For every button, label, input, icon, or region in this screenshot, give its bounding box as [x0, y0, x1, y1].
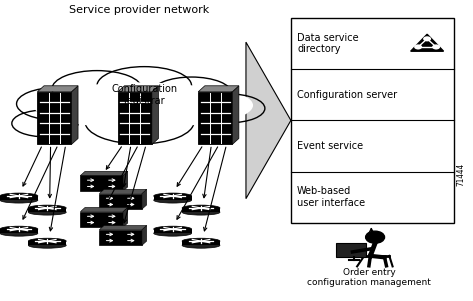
Text: Event service: Event service — [297, 141, 363, 151]
Ellipse shape — [194, 94, 265, 123]
Ellipse shape — [154, 226, 192, 232]
Ellipse shape — [182, 205, 220, 211]
Circle shape — [414, 45, 422, 50]
Bar — [0, 196, 38, 200]
Text: Configuration server: Configuration server — [297, 90, 397, 100]
Polygon shape — [37, 86, 78, 92]
Polygon shape — [99, 225, 147, 230]
Polygon shape — [123, 171, 128, 191]
Text: Configuration
registrar: Configuration registrar — [111, 84, 177, 106]
Bar — [99, 194, 142, 209]
Text: Web-based
user interface: Web-based user interface — [297, 186, 365, 208]
Polygon shape — [80, 171, 128, 175]
Circle shape — [432, 45, 440, 50]
Bar — [182, 208, 220, 212]
Ellipse shape — [97, 67, 192, 105]
Circle shape — [366, 231, 385, 243]
Ellipse shape — [85, 100, 194, 144]
Text: Service provider network: Service provider network — [70, 5, 210, 14]
Circle shape — [423, 36, 431, 41]
Polygon shape — [232, 86, 239, 144]
Text: Order entry
configuration management: Order entry configuration management — [307, 268, 431, 287]
Bar — [291, 18, 454, 223]
Ellipse shape — [0, 197, 38, 203]
Ellipse shape — [33, 82, 246, 128]
Bar — [118, 92, 152, 144]
Polygon shape — [118, 86, 158, 92]
Polygon shape — [411, 34, 444, 51]
Polygon shape — [142, 189, 147, 209]
Ellipse shape — [0, 193, 38, 199]
Polygon shape — [152, 86, 158, 144]
Ellipse shape — [182, 209, 220, 215]
Bar — [154, 196, 192, 200]
Bar — [198, 92, 232, 144]
Bar — [99, 230, 142, 245]
Polygon shape — [198, 86, 239, 92]
Polygon shape — [246, 42, 291, 199]
Ellipse shape — [0, 230, 38, 236]
Ellipse shape — [28, 205, 66, 211]
Ellipse shape — [0, 226, 38, 232]
Bar — [37, 92, 71, 144]
Ellipse shape — [26, 80, 253, 130]
Text: 71444: 71444 — [456, 163, 466, 186]
Bar — [28, 208, 66, 212]
Bar — [28, 241, 66, 245]
Ellipse shape — [154, 193, 192, 199]
Ellipse shape — [17, 88, 97, 120]
Ellipse shape — [28, 209, 66, 215]
Polygon shape — [71, 86, 78, 144]
Bar — [182, 241, 220, 245]
Ellipse shape — [154, 197, 192, 203]
Bar — [336, 243, 366, 257]
Ellipse shape — [182, 238, 220, 244]
Bar — [154, 229, 192, 233]
Polygon shape — [80, 207, 128, 212]
Polygon shape — [123, 207, 128, 227]
Ellipse shape — [182, 242, 220, 248]
Ellipse shape — [28, 242, 66, 248]
Bar — [80, 212, 123, 227]
Polygon shape — [142, 225, 147, 245]
Ellipse shape — [151, 77, 232, 110]
Bar — [0, 229, 38, 233]
Ellipse shape — [12, 110, 78, 137]
Ellipse shape — [154, 230, 192, 236]
Ellipse shape — [52, 71, 142, 107]
Text: Data service
directory: Data service directory — [297, 33, 359, 54]
Bar — [80, 175, 123, 191]
Polygon shape — [99, 189, 147, 194]
Ellipse shape — [28, 238, 66, 244]
